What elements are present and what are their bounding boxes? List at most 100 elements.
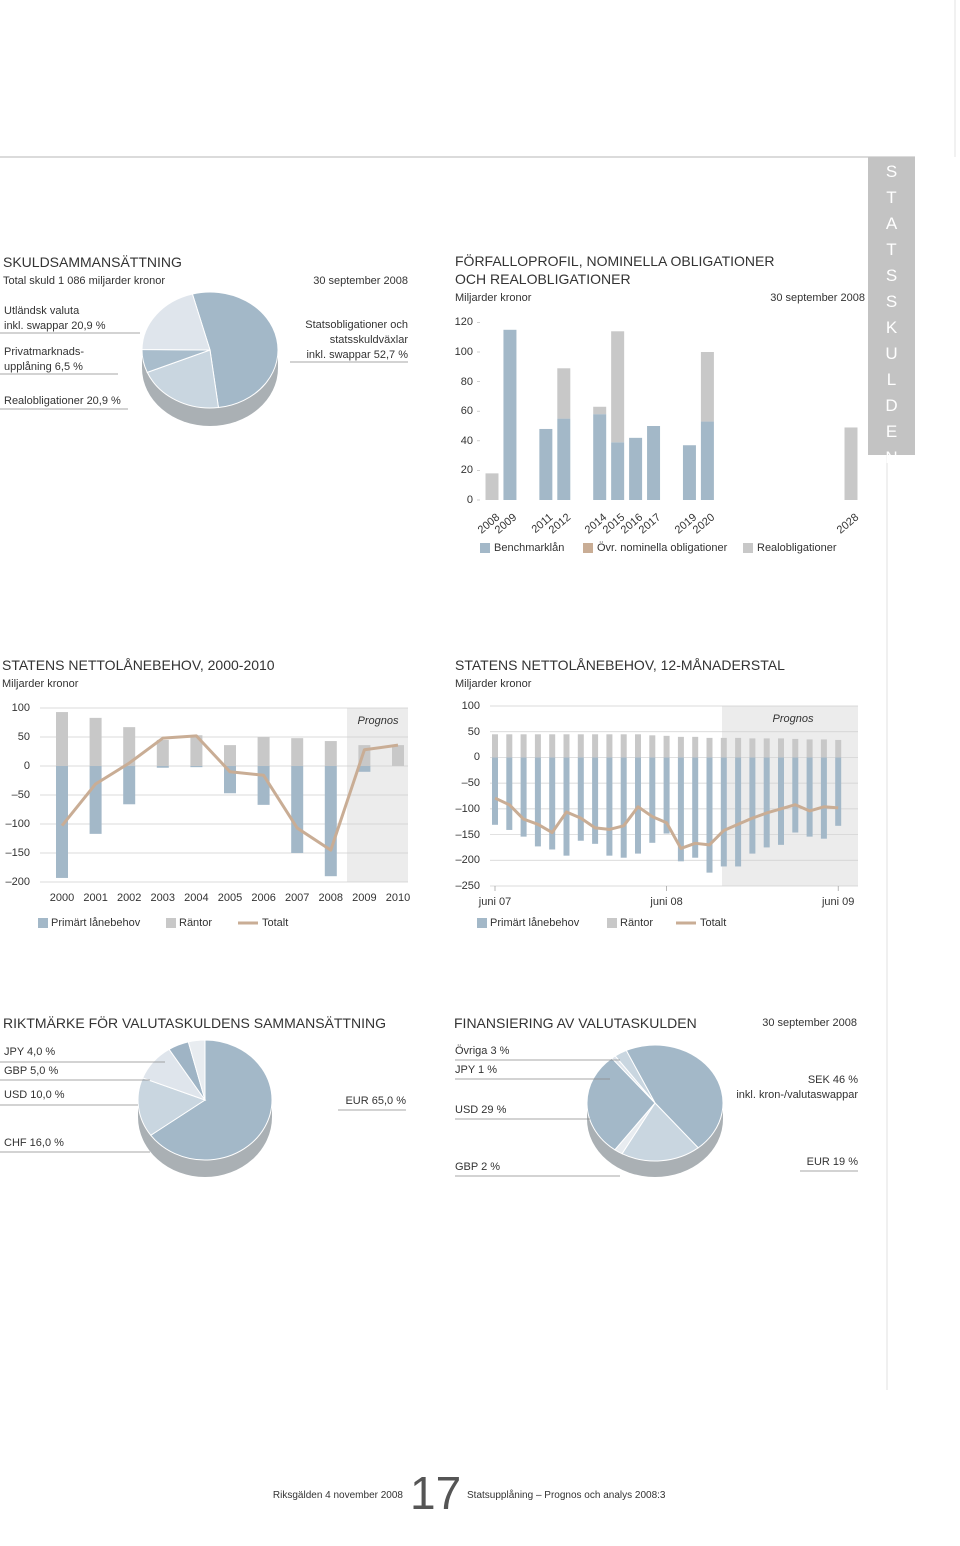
y-tick-label: 120 [454,316,473,329]
slice-value: 46 % [832,1074,858,1086]
bar [663,735,670,758]
legend-label: Övr. nominella obligationer [597,541,728,554]
bar [563,757,570,856]
slice-value: 1 % [478,1064,498,1076]
pie-slice [614,1049,656,1104]
slice-name: USD [4,1089,28,1101]
legend-label: Räntor [620,916,654,929]
y-tick-label: –100 [455,802,480,815]
bar [156,739,169,766]
bar [520,734,527,758]
bar [606,734,613,758]
bar-segment [682,445,696,500]
y-tick-label: –200 [455,854,480,867]
bar [123,727,136,766]
chart-date: 30 september 2008 [762,1017,857,1029]
legend-label: Primärt lånebehov [51,916,141,929]
y-tick-label: –200 [5,875,30,888]
x-tick-label: 2005 [217,891,243,904]
slice-name: SEK [807,1074,830,1086]
slice-name: JPY [4,1046,24,1058]
y-tick-label: 0 [466,493,473,506]
y-tick-label: 0 [23,759,30,772]
bar-segment [611,442,625,500]
pie-slice [191,291,279,409]
slice-name: JPY [455,1064,475,1076]
slice-name: GBP [4,1065,28,1077]
y-tick-label: 0 [473,751,480,764]
y-tick-label: 50 [467,725,480,738]
bar [735,737,742,758]
slice-name: Realobligationer [4,395,84,407]
bar-segment [485,473,499,500]
bar [792,738,799,758]
legend-swatch [607,918,617,928]
bar [291,766,304,853]
bar [520,757,527,837]
slice-name: Övriga [455,1045,488,1057]
slice-label: USD 10,0 % [4,1088,65,1103]
bar-segment [647,426,661,500]
slice-name: CHF [4,1137,27,1149]
chart-title: STATENS NETTOLÅNEBEHOV, 12-MÅNADERSTAL [455,657,785,673]
bar [156,766,169,768]
footer-right: Statsupplåning – Prognos och analys 2008… [467,1490,666,1501]
slice-label: JPY 1 % [455,1063,497,1078]
bar-segment [611,331,625,443]
legend-swatch [38,918,48,928]
legend-label: Primärt lånebehov [490,916,580,929]
bar [763,757,770,848]
bar [190,735,203,766]
bar [620,734,627,758]
legend-label: Totalt [262,916,289,929]
bar [835,739,842,758]
bar [89,766,102,834]
y-tick-label: 60 [460,405,473,418]
x-tick-label: juni 07 [478,895,512,908]
bar [735,757,742,867]
bar [506,734,513,758]
bar [649,757,656,843]
bar [224,745,236,766]
bar [563,734,570,758]
y-tick-label: –50 [461,776,480,789]
bar [123,766,136,805]
slice-name: Utländsk valuta inkl. swappar [4,305,80,332]
y-tick-label: 100 [11,701,30,714]
bar [324,741,337,766]
slice-value: 2 % [481,1161,501,1173]
bar [577,734,584,758]
footer-left: Riksgälden 4 november 2008 [272,1490,403,1501]
slice-name: EUR [345,1095,369,1107]
bar [89,717,102,766]
x-tick-label: 2009 [352,891,377,904]
x-tick-label: 2003 [150,891,176,904]
slice-label: JPY 4,0 % [4,1045,55,1060]
bar [677,736,684,758]
sidebar-title: STATSSKULDEN [882,162,901,474]
y-tick-label: 40 [460,434,473,447]
slice-value: 5,0 % [30,1065,59,1077]
bar [720,737,727,758]
bar [56,766,68,878]
x-tick-label: juni 08 [650,895,683,908]
bar [763,738,770,758]
bar [257,766,270,805]
bar [692,736,699,758]
slice-value: 3 % [490,1045,510,1057]
chart-date: 30 september 2008 [770,292,865,304]
chart-title: STATENS NETTOLÅNEBEHOV, 2000-2010 [2,657,275,673]
slice-label: Privatmarknads- upplåning 6,5 % [4,345,84,375]
legend-swatch [480,543,490,553]
pie-slice [150,1039,273,1161]
slice-value: 29 % [481,1104,507,1116]
legend-label: Totalt [700,916,727,929]
legend-swatch [743,543,753,553]
bar-segment [539,428,553,500]
legend-swatch [477,918,487,928]
bar [635,734,641,758]
bar [291,738,304,766]
bar [56,712,68,766]
bar [792,757,799,833]
forecast-label: Prognos [772,713,814,725]
